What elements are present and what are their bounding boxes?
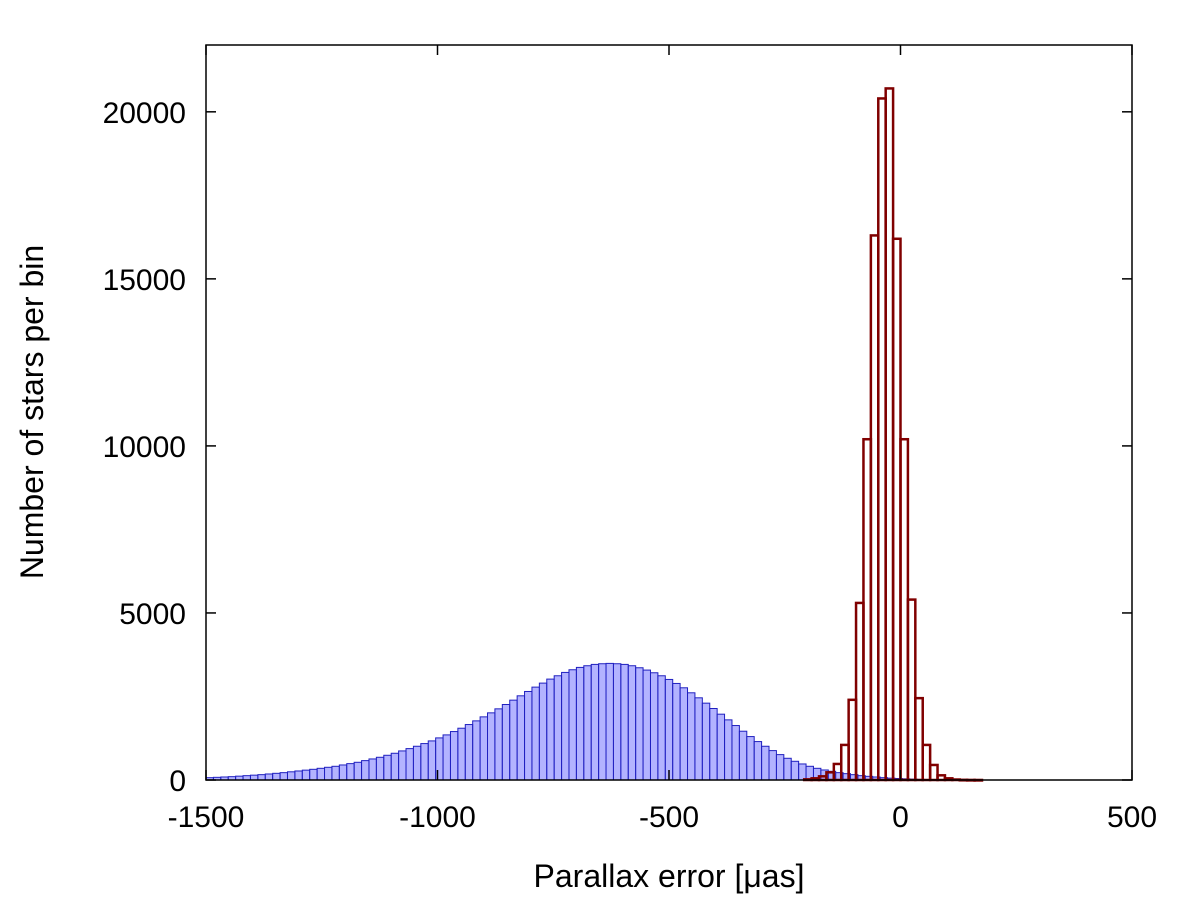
bar-s0-26 [398,750,407,781]
bar-s0-79 [790,760,800,781]
x-tick-label-4: 500 [1107,801,1157,834]
series-1 [802,87,984,782]
series-0 [205,662,977,781]
bar-s0-55 [612,663,622,781]
bar-s0-42 [516,695,526,781]
bar-s0-22 [368,758,377,781]
bar-s0-56 [620,663,629,781]
y-tick-label-3: 15000 [103,264,186,297]
bar-s0-57 [627,665,637,781]
bar-s0-36 [472,720,481,781]
bar-s0-41 [509,699,518,781]
bar-s0-29 [420,743,429,781]
bar-s0-35 [464,724,474,781]
bar-s0-28 [412,745,422,781]
bar-s0-74 [753,741,763,781]
bar-s0-65 [687,692,696,781]
x-axis-label: Parallax error [μas] [534,858,805,894]
bar-s0-70 [724,719,733,781]
bar-s0-21 [361,760,370,781]
bar-s0-16 [324,766,333,781]
bar-s0-43 [524,690,533,781]
bar-s0-58 [635,667,644,781]
y-tick-label-1: 5000 [119,598,186,631]
bar-s0-19 [346,763,355,781]
bar-s0-80 [798,763,807,781]
bar-s0-20 [353,761,363,781]
bar-s0-44 [531,686,540,781]
bar-s0-7 [257,774,266,781]
bar-s0-68 [709,708,718,781]
bar-s0-24 [383,754,392,781]
bar-s0-38 [487,712,496,781]
bar-s0-60 [649,672,659,781]
bar-s0-34 [457,727,466,781]
bar-s0-37 [479,716,489,781]
bar-s0-53 [598,663,607,781]
y-tick-label-4: 20000 [103,97,186,130]
bar-s0-12 [294,770,303,781]
x-tick-label-3: 0 [892,801,909,834]
bar-s0-45 [538,682,548,781]
bar-s0-69 [716,713,726,781]
x-tick-label-1: -1000 [399,801,476,834]
bar-s0-51 [583,665,592,781]
bar-s0-63 [672,682,681,781]
bar-s0-10 [279,772,288,781]
bar-s0-64 [679,687,689,781]
bar-s0-72 [738,730,748,781]
bar-s0-17 [331,765,340,781]
bar-s0-67 [701,702,711,781]
bar-s0-40 [501,704,511,781]
bar-s0-59 [642,669,651,781]
bar-s0-14 [309,768,318,781]
bar-s0-23 [375,756,385,781]
bar-s0-77 [775,754,785,781]
bar-s0-9 [272,772,281,781]
bar-s0-62 [664,678,674,781]
x-tick-label-2: -500 [639,801,699,834]
bar-s0-18 [338,764,348,781]
bar-s0-25 [390,752,400,781]
bar-s0-76 [768,750,777,781]
bar-s0-48 [561,671,570,781]
bar-s0-66 [694,697,703,781]
bar-s0-32 [442,734,451,781]
bar-s0-49 [568,669,577,781]
bar-s0-8 [264,773,274,781]
x-tick-label-0: -1500 [168,801,245,834]
bar-s0-30 [427,740,437,781]
y-axis-label: Number of stars per bin [14,245,50,579]
bar-s0-47 [553,675,563,781]
bar-s0-52 [590,663,600,781]
bar-s0-61 [657,675,666,781]
bar-s0-71 [731,725,740,781]
y-tick-label-0: 0 [169,765,186,798]
bar-s0-33 [449,731,459,781]
bar-s0-27 [405,748,414,781]
bar-s0-78 [783,757,792,781]
bars-layer [205,87,984,782]
bar-s0-54 [605,662,614,781]
bar-s0-15 [316,767,326,781]
bar-s0-73 [746,736,755,781]
bar-s0-11 [286,771,296,781]
y-tick-label-2: 10000 [103,431,186,464]
bar-s0-75 [761,745,770,781]
bar-s0-39 [494,708,503,781]
bar-s0-50 [575,666,585,781]
bar-s0-13 [301,769,311,781]
plot-frame [205,44,1133,781]
bar-s0-46 [546,678,555,781]
